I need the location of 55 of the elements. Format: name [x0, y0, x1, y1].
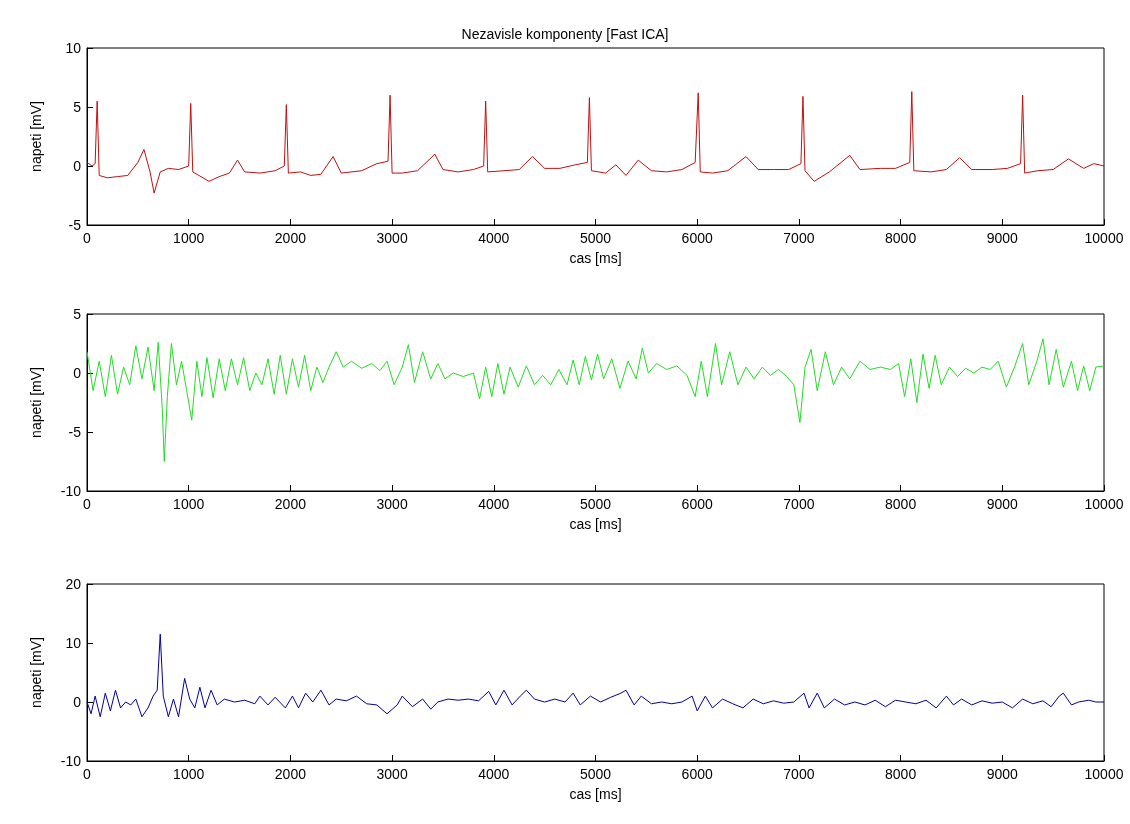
- x-tick-label: 1000: [173, 496, 205, 512]
- x-tick-label: 7000: [783, 766, 815, 782]
- y-tick-label: 5: [73, 99, 82, 115]
- line-series: [86, 338, 1105, 462]
- y-tick-label: 5: [73, 306, 82, 322]
- x-tick-label: 9000: [986, 766, 1019, 782]
- y-tick-label: 20: [65, 576, 82, 592]
- y-axis-title: napeti [mV]: [28, 367, 44, 438]
- x-tick-label: 4000: [478, 766, 510, 782]
- y-axis-title: napeti [mV]: [28, 101, 44, 172]
- x-tick-label: 9000: [986, 496, 1019, 512]
- chart-title: Nezavisle komponenty [Fast ICA]: [461, 26, 669, 42]
- y-tick-label: 0: [73, 365, 82, 381]
- x-tick-label: 1000: [173, 766, 205, 782]
- x-tick-label: 5000: [579, 230, 612, 246]
- y-tick-label: -5: [68, 217, 82, 233]
- x-tick-label: 0: [83, 766, 92, 782]
- y-tick-label: 10: [65, 635, 82, 651]
- x-tick-label: 4000: [478, 496, 510, 512]
- x-tick-label: 3000: [376, 766, 408, 782]
- x-tick-label: 2000: [274, 230, 307, 246]
- line-series: [86, 91, 1105, 194]
- x-tick-label: 10000: [1084, 766, 1124, 782]
- y-tick-label: 0: [73, 694, 82, 710]
- x-tick-label: 6000: [681, 230, 713, 246]
- x-tick-label: 3000: [376, 496, 408, 512]
- x-tick-label: 10000: [1084, 496, 1124, 512]
- x-axis-title: cas [ms]: [569, 250, 622, 266]
- x-tick-label: 8000: [885, 230, 917, 246]
- x-tick-label: 7000: [783, 230, 815, 246]
- line-series: [86, 633, 1105, 718]
- y-tick-label: -10: [60, 753, 82, 769]
- x-tick-label: 0: [83, 496, 92, 512]
- x-tick-label: 5000: [579, 496, 612, 512]
- y-tick-label: -10: [60, 483, 82, 499]
- y-axis-title: napeti [mV]: [28, 637, 44, 708]
- y-tick-label: -5: [68, 424, 82, 440]
- x-tick-label: 5000: [579, 766, 612, 782]
- x-tick-label: 8000: [885, 766, 917, 782]
- x-axis-title: cas [ms]: [569, 786, 622, 802]
- x-tick-label: 6000: [681, 496, 713, 512]
- x-tick-label: 9000: [986, 230, 1019, 246]
- x-tick-label: 0: [83, 230, 92, 246]
- x-tick-label: 4000: [478, 230, 510, 246]
- x-tick-label: 3000: [376, 230, 408, 246]
- x-tick-label: 10000: [1084, 230, 1124, 246]
- x-axis-title: cas [ms]: [569, 516, 622, 532]
- y-tick-label: 0: [73, 158, 82, 174]
- x-tick-label: 6000: [681, 766, 713, 782]
- y-tick-label: 10: [65, 40, 82, 56]
- x-tick-label: 8000: [885, 496, 917, 512]
- x-tick-label: 1000: [173, 230, 205, 246]
- x-tick-label: 2000: [274, 766, 307, 782]
- x-tick-label: 2000: [274, 496, 307, 512]
- x-tick-label: 7000: [783, 496, 815, 512]
